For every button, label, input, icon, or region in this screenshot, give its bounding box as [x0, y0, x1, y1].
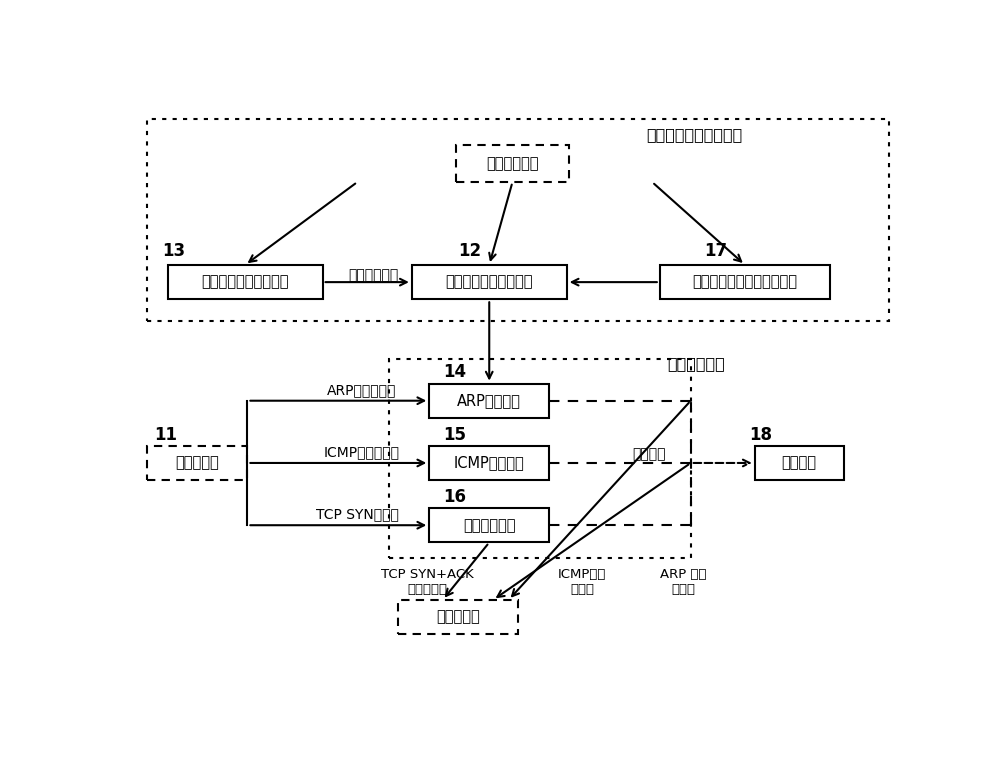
Bar [398, 600, 518, 634]
Bar [388, 359, 691, 557]
Text: ARP 响应
数据包: ARP 响应 数据包 [660, 568, 706, 596]
Bar [412, 265, 567, 300]
Bar [429, 383, 549, 418]
Text: 16: 16 [443, 487, 466, 506]
Bar [429, 446, 549, 480]
Text: 虚假响应信息生成单元: 虚假响应信息生成单元 [201, 275, 289, 290]
Text: 虚假响应信息动态变换单元: 虚假响应信息动态变换单元 [692, 275, 798, 290]
Text: ICMP请求数据包: ICMP请求数据包 [323, 445, 399, 459]
Bar [147, 446, 247, 480]
Bar [456, 146, 569, 182]
Text: ICMP响应
数据包: ICMP响应 数据包 [558, 568, 606, 596]
Text: ARP请求数据包: ARP请求数据包 [327, 383, 396, 397]
Text: TCP SYN数据包: TCP SYN数据包 [316, 507, 399, 521]
Text: 虚假响应信息存储单元: 虚假响应信息存储单元 [446, 275, 533, 290]
Bar [660, 265, 830, 300]
Text: 14: 14 [443, 363, 466, 381]
Text: ARP响应单元: ARP响应单元 [457, 393, 521, 408]
Bar [755, 446, 844, 480]
Text: 15: 15 [443, 426, 466, 444]
Text: 13: 13 [162, 243, 185, 260]
Bar [168, 265, 323, 300]
Text: 用户配置信息: 用户配置信息 [486, 156, 539, 171]
Text: 端口响应单元: 端口响应单元 [463, 517, 516, 533]
Text: 日志单元: 日志单元 [782, 456, 817, 470]
Bar [147, 119, 889, 320]
Text: 12: 12 [458, 243, 481, 260]
Text: TCP SYN+ACK
响应数据包: TCP SYN+ACK 响应数据包 [381, 568, 474, 596]
Text: ICMP响应单元: ICMP响应单元 [454, 456, 525, 470]
Text: 虚假响应信息: 虚假响应信息 [348, 268, 398, 282]
Text: 17: 17 [704, 243, 727, 260]
Text: 虚假响应信息配置单元: 虚假响应信息配置单元 [646, 128, 743, 142]
Text: 响应结果: 响应结果 [632, 447, 666, 462]
Text: 虚假响应单元: 虚假响应单元 [668, 356, 725, 371]
Text: 18: 18 [749, 426, 772, 444]
Text: 响应数据包: 响应数据包 [436, 610, 480, 624]
Bar [429, 508, 549, 542]
Text: 请求数据包: 请求数据包 [175, 456, 219, 470]
Text: 11: 11 [155, 426, 178, 444]
